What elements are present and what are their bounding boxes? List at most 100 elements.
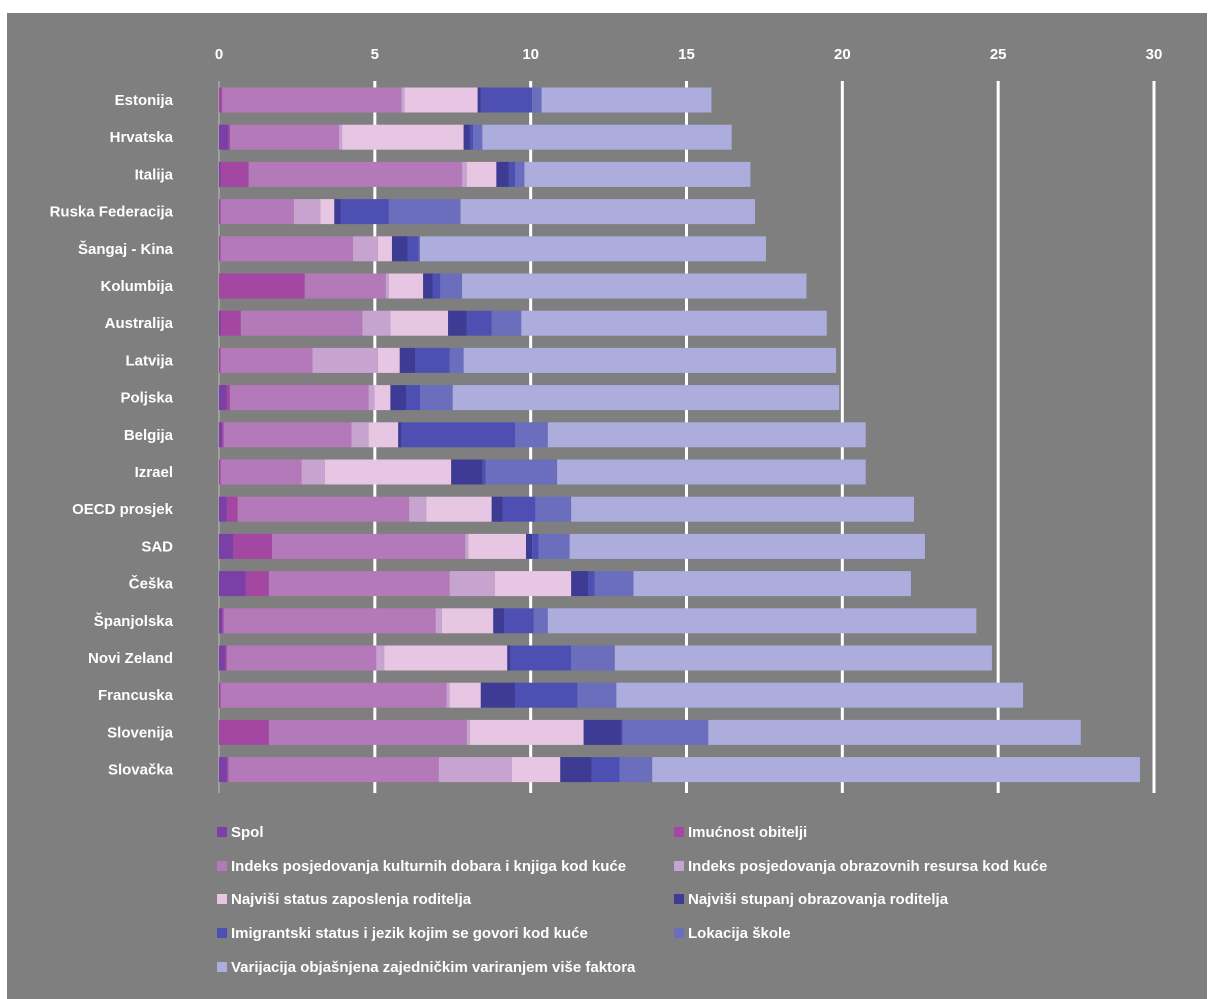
bar-segment: [219, 459, 221, 485]
bar-segment: [619, 757, 653, 783]
bar-segment: [532, 533, 539, 559]
bar-segment: [353, 236, 378, 262]
legend-item: Lokacija škole: [674, 925, 791, 942]
bar-segment: [415, 347, 450, 373]
bar-segment: [406, 385, 421, 411]
bar-segment: [473, 124, 483, 150]
bar-segment: [440, 273, 463, 299]
bar-segment: [340, 199, 389, 225]
bar-segment: [533, 608, 548, 634]
legend-item: Indeks posjedovanja kulturnih dobara i k…: [217, 858, 626, 875]
category-label: Novi Zeland: [88, 650, 173, 667]
x-tick-label: 20: [834, 46, 851, 63]
bar-segment: [496, 161, 509, 187]
bar-segment: [538, 533, 570, 559]
bar-segment: [219, 533, 234, 559]
bar-segment: [560, 757, 592, 783]
bar-segment: [441, 608, 494, 634]
bar-segment: [407, 236, 419, 262]
bar-segment: [219, 496, 227, 522]
bar-segment: [463, 124, 470, 150]
legend-label: Varijacija objašnjena zajedničkim varira…: [231, 959, 636, 976]
bar-segment: [351, 422, 369, 448]
legend-label: Imućnost obitelji: [688, 824, 807, 841]
bar-segment: [577, 682, 617, 708]
bar-segment: [462, 161, 467, 187]
bar-segment: [418, 236, 421, 262]
bar-segment: [229, 385, 369, 411]
bars: [219, 87, 1140, 783]
bar-segment: [401, 87, 405, 113]
bar-segment: [398, 422, 402, 448]
category-labels: Estonija Hrvatska Italija Ruska Federacija Š…: [50, 92, 174, 779]
bar-segment: [622, 719, 709, 745]
bar-segment: [448, 310, 467, 336]
stacked-bar-chart: 0 5 10 15 20 25 30 Estonija Hrvatska Italija Rusk…: [50, 46, 1163, 976]
bar-segment: [469, 124, 474, 150]
bar-segment: [438, 757, 512, 783]
legend-item: Najviši status zaposlenja roditelja: [217, 891, 472, 908]
bar-segment: [219, 682, 221, 708]
bar-segment: [547, 422, 866, 448]
bar-segment: [220, 347, 313, 373]
legend-label: Lokacija škole: [688, 925, 791, 942]
legend-label: Spol: [231, 824, 264, 841]
x-tick-label: 10: [522, 46, 539, 63]
bar-segment: [432, 273, 441, 299]
bar-segment: [220, 310, 241, 336]
bar-segment: [485, 459, 558, 485]
category-label: OECD prosjek: [72, 501, 174, 518]
legend-item: Najviši stupanj obrazovanja roditelja: [674, 891, 949, 908]
bar-segment: [220, 199, 294, 225]
category-label: Latvija: [125, 352, 173, 369]
category-label: Estonija: [115, 92, 174, 109]
bar-segment: [240, 310, 363, 336]
legend-label: Najviši status zaposlenja roditelja: [231, 891, 472, 908]
legend-label: Najviši stupanj obrazovanja roditelja: [688, 891, 949, 908]
bar-segment: [708, 719, 1081, 745]
bar-segment: [452, 385, 840, 411]
bar-segment: [233, 533, 272, 559]
bar-segment: [338, 124, 343, 150]
bar-segment: [304, 273, 386, 299]
legend-swatch: [674, 894, 684, 904]
legend-item: Imućnost obitelji: [674, 824, 807, 841]
x-tick-label: 0: [215, 46, 223, 63]
category-label: SAD: [141, 538, 173, 555]
bar-segment: [376, 645, 385, 671]
bar-segment: [223, 422, 352, 448]
bar-segment: [616, 682, 1024, 708]
bar-segment: [268, 719, 467, 745]
category-label: Slovačka: [108, 762, 174, 779]
bar-segment: [633, 571, 911, 597]
bar-segment: [219, 608, 223, 634]
bar-segment: [219, 757, 227, 783]
bar-segment: [220, 682, 447, 708]
bar-segment: [219, 273, 305, 299]
bar-segment: [493, 608, 505, 634]
x-tick-label: 30: [1146, 46, 1163, 63]
bar-segment: [312, 347, 378, 373]
bar-segment: [449, 347, 464, 373]
legend-label: Imigrantski status i jezik kojim se govo…: [231, 925, 588, 942]
bar-segment: [388, 199, 461, 225]
legend-swatch: [217, 827, 227, 837]
bar-segment: [219, 719, 269, 745]
bar-segment: [385, 273, 389, 299]
bar-segment: [245, 571, 269, 597]
bar-segment: [515, 682, 578, 708]
legend-item: Imigrantski status i jezik kojim se govo…: [217, 925, 588, 942]
category-label: Španjolska: [94, 612, 174, 630]
bar-segment: [219, 161, 221, 187]
bar-segment: [401, 422, 516, 448]
bar-segment: [571, 571, 589, 597]
legend-swatch: [674, 861, 684, 871]
bar-segment: [547, 608, 977, 634]
bar-segment: [465, 533, 469, 559]
x-tick-label: 15: [678, 46, 695, 63]
legend: Spol Imućnost obitelji Indeks posjedovanja…: [217, 824, 1047, 976]
bar-segment: [377, 236, 392, 262]
bar-segment: [384, 645, 508, 671]
legend-item: Spol: [217, 824, 264, 841]
bar-segment: [237, 496, 410, 522]
